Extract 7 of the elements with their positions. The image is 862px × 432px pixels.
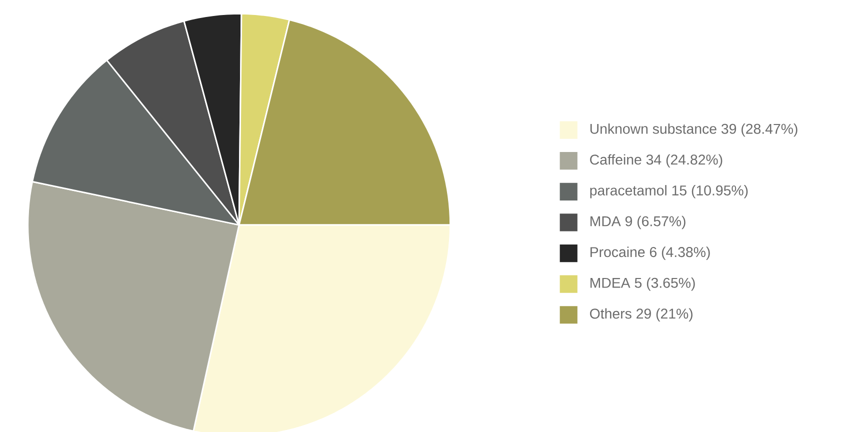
legend-label: MDA 9 (6.57%) [590, 216, 686, 229]
legend-label: Procaine 6 (4.38%) [590, 246, 710, 260]
legend-label: Unknown substance 39 (28.47%) [590, 123, 798, 137]
legend-label: Caffeine 34 (24.82%) [590, 154, 722, 168]
legend-label: Others 29 (21%) [590, 308, 692, 322]
legend-label: MDEA 5 (3.65%) [590, 277, 695, 291]
legend-label: paracetamol 15 (10.95%) [590, 184, 748, 198]
